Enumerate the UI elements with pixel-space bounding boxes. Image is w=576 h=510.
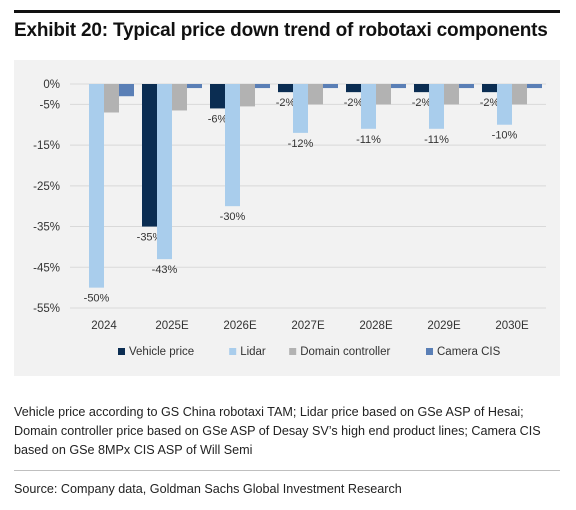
bar-camera-cis: [255, 84, 270, 89]
chart-container: 0% -5% -15% -25% -35% -45% -55% -50% 2024 -35% -43…: [14, 60, 560, 376]
data-label: -2%: [344, 97, 364, 109]
data-label: -6%: [208, 113, 228, 125]
x-tick-label: 2026E: [223, 320, 257, 332]
bar-lidar: [157, 84, 172, 260]
y-tick-label: -5%: [40, 99, 60, 111]
legend-swatch: [229, 348, 237, 355]
data-label: -12%: [288, 138, 314, 150]
bar-camera-cis: [187, 84, 202, 89]
data-label: -11%: [424, 134, 449, 146]
legend-entry: Lidar: [240, 346, 266, 358]
bar-vehicle-price: [346, 84, 361, 93]
legend-entry: Domain controller: [300, 346, 390, 358]
data-label: -11%: [356, 134, 381, 146]
data-label: -2%: [480, 97, 500, 109]
bar-lidar: [225, 84, 240, 207]
bar-domain-controller: [104, 84, 119, 113]
bar-domain-controller: [376, 84, 391, 105]
bar-lidar: [497, 84, 512, 125]
bar-camera-cis: [459, 84, 474, 89]
bar-domain-controller: [172, 84, 187, 111]
x-tick-label: 2024: [91, 320, 117, 332]
x-tick-label: 2027E: [291, 320, 325, 332]
x-tick-label: 2025E: [155, 320, 189, 332]
data-label: -10%: [492, 130, 518, 142]
data-label: -2%: [276, 97, 296, 109]
chart-note: Vehicle price according to GS China robo…: [14, 405, 541, 457]
bar-vehicle-price: [210, 84, 225, 109]
bar-vehicle-price: [142, 84, 157, 227]
legend-entry: Camera CIS: [437, 346, 501, 358]
data-label: -30%: [220, 211, 246, 223]
y-tick-label: 0%: [43, 79, 60, 91]
bar-vehicle-price: [414, 84, 429, 93]
bar-domain-controller: [240, 84, 255, 107]
data-label: -35%: [137, 232, 163, 244]
bar-lidar: [429, 84, 444, 129]
y-tick-label: -45%: [33, 262, 60, 274]
legend-swatch: [118, 348, 125, 355]
bar-domain-controller: [444, 84, 459, 105]
data-label: -2%: [412, 97, 432, 109]
bar-camera-cis: [119, 84, 134, 97]
data-label: -43%: [152, 264, 178, 276]
top-rule: [14, 10, 560, 13]
y-tick-label: -35%: [33, 222, 60, 234]
bar-camera-cis: [391, 84, 406, 89]
legend-swatch: [426, 348, 433, 355]
source-line: Source: Company data, Goldman Sachs Glob…: [14, 482, 402, 496]
bar-camera-cis: [323, 84, 338, 89]
y-tick-label: -25%: [33, 181, 60, 193]
x-tick-label: 2028E: [359, 320, 393, 332]
legend-entry: Vehicle price: [129, 346, 194, 358]
bar-domain-controller: [512, 84, 527, 105]
bar-vehicle-price: [278, 84, 293, 93]
exhibit-title: Exhibit 20: Typical price down trend of …: [14, 20, 548, 41]
x-tick-label: 2029E: [427, 320, 461, 332]
y-tick-label: -15%: [33, 140, 60, 152]
bar-domain-controller: [308, 84, 323, 105]
divider-rule: [14, 470, 560, 471]
bar-lidar: [293, 84, 308, 133]
bar-lidar: [89, 84, 104, 288]
bar-vehicle-price: [482, 84, 497, 93]
data-label: -50%: [84, 293, 110, 305]
y-tick-label: -55%: [33, 303, 60, 315]
x-tick-label: 2030E: [495, 320, 529, 332]
legend-swatch: [289, 348, 297, 355]
bar-camera-cis: [527, 84, 542, 89]
bar-lidar: [361, 84, 376, 129]
bar-chart: 0% -5% -15% -25% -35% -45% -55% -50% 2024 -35% -43…: [33, 79, 546, 358]
